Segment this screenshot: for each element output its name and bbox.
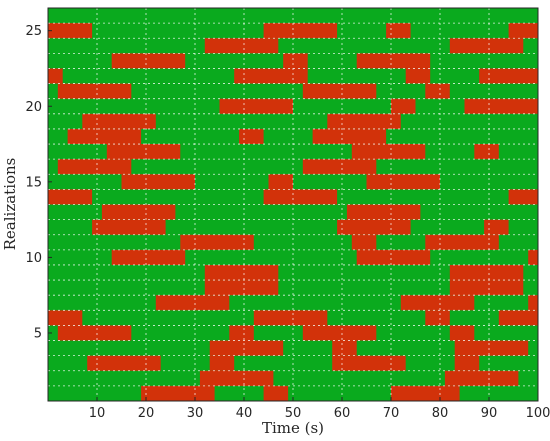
state-bar-r10-1: [356, 249, 431, 265]
state-bar-r17-1: [351, 144, 426, 160]
state-bar-r23-0: [111, 53, 186, 69]
y-axis-title: Realizations: [1, 158, 19, 251]
state-bar-r20-1: [391, 98, 416, 114]
x-tick-label: 10: [89, 406, 106, 421]
state-bar-r14-2: [508, 189, 538, 205]
state-bar-r13-0: [101, 204, 176, 220]
state-bar-r21-1: [302, 83, 377, 99]
state-bar-r4-2: [454, 340, 529, 356]
state-bar-r17-2: [474, 144, 499, 160]
x-tick-label: 90: [481, 406, 498, 421]
state-bar-r25-2: [386, 23, 411, 39]
state-bar-r12-2: [484, 219, 509, 235]
x-axis-title: Time (s): [262, 419, 324, 437]
state-bar-r16-1: [302, 159, 377, 175]
y-tick-label: 15: [25, 175, 42, 190]
state-bar-r10-2: [528, 249, 538, 265]
state-bar-r12-0: [92, 219, 166, 235]
state-bar-r24-1: [449, 38, 524, 54]
x-tick-label: 70: [383, 406, 400, 421]
state-bar-r11-0: [180, 234, 254, 250]
x-tick-label: 80: [432, 406, 449, 421]
state-bar-r7-1: [400, 295, 475, 311]
state-bar-r4-0: [209, 340, 284, 356]
state-bar-r22-1: [234, 68, 308, 84]
state-bar-r24-0: [204, 38, 279, 54]
state-bar-r8-1: [449, 280, 524, 296]
state-bar-r4-1: [332, 340, 357, 356]
state-bar-r5-3: [449, 325, 475, 341]
state-bar-r11-2: [425, 234, 499, 250]
state-bar-r22-0: [48, 68, 63, 84]
state-bar-r23-2: [356, 53, 431, 69]
y-tick-label: 5: [34, 326, 42, 341]
state-bar-r19-0: [82, 113, 156, 129]
state-bar-r18-0: [67, 128, 142, 145]
state-bar-r1-2: [391, 385, 460, 401]
y-tick-label: 20: [25, 100, 42, 115]
state-bar-r25-3: [508, 23, 538, 39]
state-bar-r8-0: [204, 280, 279, 296]
x-tick-label: 60: [334, 406, 351, 421]
x-tick-label: 30: [187, 406, 204, 421]
state-bar-r2-1: [444, 370, 519, 386]
state-bar-r14-0: [48, 189, 93, 205]
state-bar-r3-0: [87, 355, 161, 371]
state-bar-r12-1: [337, 219, 411, 235]
state-bar-r6-1: [253, 310, 328, 326]
state-bar-r3-2: [332, 355, 406, 371]
y-tick-label: 25: [25, 24, 42, 39]
state-bar-r18-2: [312, 128, 387, 145]
state-bar-r10-0: [111, 249, 186, 265]
x-tick-label: 50: [285, 406, 302, 421]
state-bar-r9-1: [449, 264, 524, 281]
state-bar-r15-1: [268, 174, 293, 190]
state-bar-r7-2: [528, 295, 538, 311]
state-bar-r7-0: [155, 295, 230, 311]
axis-ticks: 10 20 30 40 50 60 70 80 90 100 5 10 15 20 25: [25, 24, 550, 421]
grid-lines: [48, 8, 539, 401]
state-bar-r20-0: [219, 98, 293, 114]
state-bar-r9-0: [204, 264, 279, 281]
state-bar-r14-1: [263, 189, 338, 205]
state-bar-r25-0: [48, 23, 93, 39]
state-bars: [48, 23, 538, 401]
state-bar-r2-0: [199, 370, 274, 386]
state-bar-r5-2: [302, 325, 377, 341]
state-bar-r21-2: [425, 83, 450, 99]
state-bar-r3-1: [209, 355, 235, 371]
state-bar-r1-0: [141, 385, 215, 401]
state-bar-r5-1: [229, 325, 254, 341]
state-bar-r11-1: [351, 234, 377, 250]
state-bar-r15-0: [121, 174, 195, 190]
state-bar-r3-3: [454, 355, 480, 371]
state-bar-r16-0: [57, 159, 132, 175]
state-bar-r17-0: [106, 144, 181, 160]
state-bar-r6-0: [48, 310, 83, 326]
state-bar-r1-1: [263, 385, 289, 401]
state-bar-r15-2: [366, 174, 440, 190]
state-bar-r21-0: [57, 83, 132, 99]
state-bar-r5-0: [57, 325, 132, 341]
x-tick-label: 100: [526, 406, 550, 421]
x-tick-label: 20: [138, 406, 155, 421]
state-bar-r22-3: [479, 68, 538, 84]
state-bar-r23-1: [283, 53, 308, 69]
state-bar-r22-2: [405, 68, 431, 84]
state-bar-r6-2: [425, 310, 450, 326]
state-bar-r18-1: [239, 128, 264, 145]
x-tick-label: 40: [236, 406, 253, 421]
state-bar-r19-1: [327, 113, 401, 129]
state-bar-r6-3: [498, 310, 538, 326]
state-bar-r25-1: [263, 23, 338, 39]
state-bar-r13-1: [346, 204, 421, 220]
y-tick-label: 10: [25, 251, 42, 266]
state-bar-r20-2: [464, 98, 538, 114]
